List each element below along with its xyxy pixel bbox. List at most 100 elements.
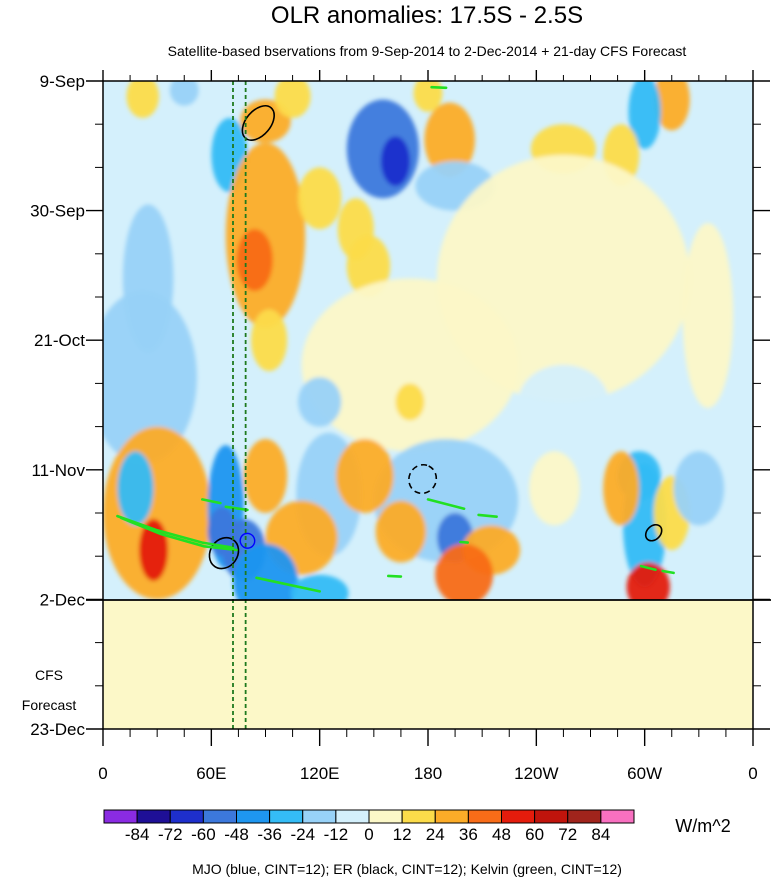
anomaly-blob: [413, 81, 443, 112]
colorbar-swatch: [534, 809, 569, 824]
anomaly-blob: [682, 222, 734, 409]
x-tick-label: 0: [98, 764, 107, 783]
anomaly-blob: [346, 99, 419, 199]
colorbar-swatch: [368, 809, 403, 824]
anomaly-blob: [274, 81, 311, 119]
colorbar-swatch: [302, 809, 337, 824]
kelvin-contour: [255, 576, 322, 593]
colorbar-swatch: [103, 809, 138, 824]
kelvin-contour: [430, 85, 448, 90]
anomaly-blob: [243, 438, 288, 513]
y-tick-label: 30-Sep: [30, 202, 85, 221]
anomaly-blob: [375, 500, 427, 563]
anomaly-blob: [236, 229, 273, 291]
colorbar-swatch: [136, 809, 171, 824]
anomaly-blob: [435, 543, 493, 600]
kelvin-contour: [386, 574, 403, 578]
anomaly-blob: [628, 81, 661, 149]
colorbar-swatch: [467, 809, 502, 824]
colorbar: -84 -72 -60 -48 -36 -24 -12 0 12 24 36 48 60 72 84: [103, 809, 635, 844]
anomaly-blob: [298, 377, 342, 427]
kelvin-contour: [639, 564, 657, 572]
colorbar-swatch: [600, 809, 635, 824]
contour-note: MJO (blue, CINT=12); ER (black, CINT=12)…: [192, 861, 622, 877]
kelvin-contour: [477, 513, 498, 519]
anomaly-blob: [424, 102, 475, 177]
kelvin-contour: [201, 498, 222, 505]
colorbar-unit: W/m^2: [675, 816, 730, 836]
anomaly-blob: [603, 451, 640, 526]
colorbar-label: -60: [191, 825, 216, 844]
colorbar-swatch: [567, 809, 602, 824]
anomaly-blob: [673, 451, 725, 526]
colorbar-label: -72: [158, 825, 183, 844]
x-tick-label: 120E: [300, 764, 340, 783]
anomaly-blob: [103, 290, 197, 464]
colorbar-swatch: [335, 809, 370, 824]
colorbar-label: -48: [224, 825, 249, 844]
colorbar-label: -12: [324, 825, 349, 844]
axes: 0 60E 120E 180 120W 60W 0 9-Sep 30-Sep 21-Oct 11-N…: [30, 70, 770, 783]
chart-subtitle: Satellite-based bservations from 9-Sep-2…: [168, 43, 687, 59]
colorbar-swatch: [169, 809, 204, 824]
observation-field: [103, 81, 753, 600]
anomaly-blob: [290, 574, 349, 600]
kelvin-contour: [224, 505, 249, 512]
chart-title: OLR anomalies: 17.5S - 2.5S: [271, 2, 583, 29]
y-tick-label: 23-Dec: [30, 720, 85, 739]
x-tick-label: 180: [414, 764, 442, 783]
colorbar-label: 24: [426, 825, 445, 844]
anomaly-blob: [653, 81, 690, 131]
anomaly-blob: [381, 136, 410, 186]
y-tick-label: 2-Dec: [40, 590, 86, 609]
reference-lines: [232, 81, 247, 729]
x-tick-label: 60E: [196, 764, 226, 783]
x-tick-label: 120W: [514, 764, 558, 783]
er-contour: [644, 523, 663, 542]
er-contour: [408, 463, 438, 495]
y-tick-label: 21-Oct: [34, 331, 85, 350]
colorbar-label: 72: [558, 825, 577, 844]
colorbar-swatch: [236, 809, 271, 824]
kelvin-contour: [426, 498, 466, 511]
colorbar-swatch: [434, 809, 469, 824]
colorbar-label: 0: [364, 825, 373, 844]
kelvin-contour: [459, 540, 470, 544]
anomaly-blob: [126, 81, 159, 119]
anomaly-blob: [233, 543, 298, 600]
wave-contours: [116, 85, 675, 593]
x-tick-label: 0: [748, 764, 757, 783]
anomaly-blob: [335, 438, 394, 513]
anomaly-blob: [518, 364, 609, 439]
forecast-label-line-2: Forecast: [22, 697, 77, 713]
colorbar-label: 12: [393, 825, 412, 844]
anomaly-blob: [251, 309, 288, 372]
anomaly-blob: [626, 562, 670, 600]
colorbar-label: 84: [591, 825, 610, 844]
x-tick-label: 60W: [627, 764, 662, 783]
anomaly-blob: [117, 451, 154, 526]
colorbar-label: 60: [525, 825, 544, 844]
colorbar-label: -36: [257, 825, 282, 844]
forecast-label-line-1: CFS: [35, 667, 63, 683]
anomaly-blob: [395, 383, 425, 421]
colorbar-label: 48: [492, 825, 511, 844]
anomaly-blob: [529, 451, 580, 526]
colorbar-label: 36: [459, 825, 478, 844]
anomaly-blob: [298, 167, 342, 230]
forecast-region: [103, 600, 753, 729]
anomaly-layer: [103, 81, 734, 600]
colorbar-swatch: [501, 809, 536, 824]
colorbar-swatch: [202, 809, 237, 824]
anomaly-blob: [337, 198, 374, 260]
anomaly-blob: [437, 155, 690, 402]
colorbar-swatch: [269, 809, 304, 824]
colorbar-swatch: [401, 809, 436, 824]
forecast-label: CFS Forecast: [22, 667, 77, 713]
kelvin-contour: [119, 516, 238, 552]
y-tick-label: 11-Nov: [31, 461, 85, 480]
colorbar-label: -24: [290, 825, 315, 844]
anomaly-blob: [169, 81, 199, 106]
mjo-contour: [239, 532, 256, 549]
